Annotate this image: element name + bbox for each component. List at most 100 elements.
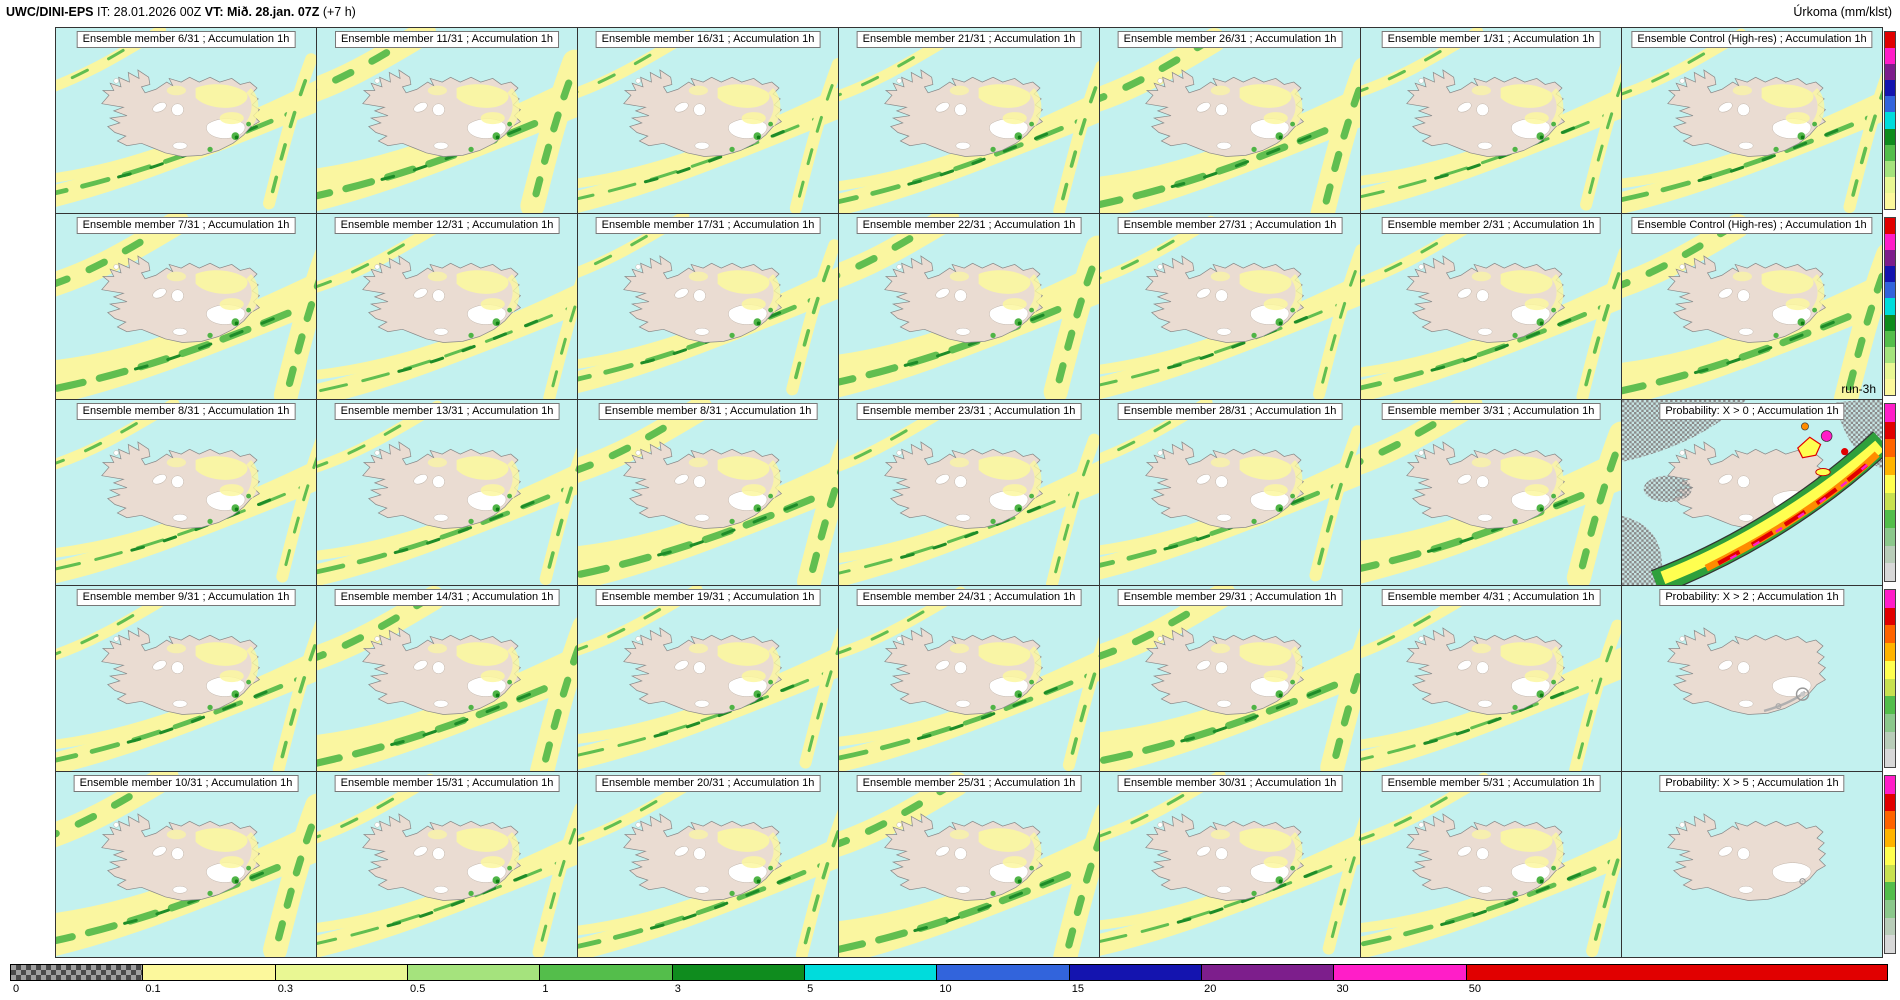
panel-title: Ensemble member 19/31 ; Accumulation 1h [595,589,821,606]
precip-group [1622,214,1882,399]
iceland-map [1100,772,1360,957]
glacier-icecaps [1679,636,1812,708]
legend-tick-label: 10 [939,983,952,995]
panel-title: Ensemble member 7/31 ; Accumulation 1h [76,217,296,234]
panel-title: Ensemble member 11/31 ; Accumulation 1h [335,31,559,48]
iceland-map [839,772,1099,957]
legend-bar: 0 0.1 0.3 0.5 1 3 5 10 15 20 30 50 [10,964,1888,995]
legend-tick-label: 20 [1204,983,1217,995]
precip-land-group [1471,828,1564,896]
ensemble-panel: Ensemble member 24/31 ; Accumulation 1h [839,586,1100,772]
run-info: UWC/DINI-EPS IT: 28.01.2026 00Z VT: Mið.… [6,5,356,19]
legend-segment: 30 [1334,965,1467,995]
precip-land-group [1210,456,1303,524]
iceland-map [839,214,1099,399]
legend-segment: 0.3 [275,965,409,995]
legend-tick-label: 0.5 [410,983,426,995]
panel-title: Ensemble member 9/31 ; Accumulation 1h [76,589,296,606]
precip-group [317,586,577,771]
valid-time: Mið. 28.jan. 07Z [226,5,320,19]
precip-land-group [1471,270,1564,338]
iceland-map [317,214,577,399]
iceland-map [1622,214,1882,399]
panel-title: Ensemble member 28/31 ; Accumulation 1h [1117,403,1343,420]
panel-title: Ensemble member 26/31 ; Accumulation 1h [1117,31,1343,48]
ensemble-panel: Ensemble member 6/31 ; Accumulation 1h [56,28,317,214]
iceland-map [1100,586,1360,771]
precip-group [317,219,577,399]
legend: 0 0.1 0.3 0.5 1 3 5 10 15 20 30 50 [10,964,1888,998]
iceland-map [317,400,577,585]
precip-land-group [1210,828,1303,896]
probability-x2-overlay [1763,687,1810,713]
precip-land-group [166,84,259,152]
panel-title-label: Ensemble member 11/31 ; Accumulation 1h [341,33,553,45]
panel-colorbar [1884,589,1896,768]
precip-land-group [166,456,259,524]
precip-land-group [688,456,781,524]
legend-tick-label: 0.1 [145,983,161,995]
precip-land-group [688,642,781,710]
ensemble-panel: Ensemble member 20/31 ; Accumulation 1h [578,772,839,958]
legend-tick-label: 15 [1071,983,1084,995]
panel-title: Ensemble Control (High-res) ; Accumulati… [1631,31,1873,48]
precip-land-group [427,828,520,896]
precip-group [56,400,316,584]
legend-segment: 50 [1466,965,1888,995]
precip-land-group [427,456,520,524]
ensemble-panel: Ensemble member 4/31 ; Accumulation 1h [1361,586,1622,772]
panel-colorbar [1884,403,1896,582]
iceland-map [1361,400,1621,585]
legend-tick-label: 30 [1336,983,1349,995]
precip-land-group [1732,270,1825,338]
ensemble-panel: Probability: X > 5 ; Accumulation 1h [1622,772,1896,958]
panel-title-label: Ensemble member 19/31 ; Accumulation 1h [601,591,815,603]
iceland-map [1100,400,1360,585]
precip-land-group [427,642,520,710]
precip-group [317,28,577,213]
panel-title: Ensemble member 8/31 ; Accumulation 1h [598,403,818,420]
ensemble-panel: Ensemble Control (High-res) ; Accumulati… [1622,28,1896,214]
iceland-map [1100,28,1360,213]
precip-group [1100,215,1360,399]
ensemble-panel: Ensemble member 25/31 ; Accumulation 1h [839,772,1100,958]
init-time: 28.01.2026 00Z [113,5,202,19]
ensemble-panel: Ensemble member 13/31 ; Accumulation 1h [317,400,578,586]
precip-land-group [949,828,1042,896]
panel-title-label: Ensemble member 13/31 ; Accumulation 1h [340,405,554,417]
panel-title: Ensemble member 8/31 ; Accumulation 1h [76,403,296,420]
panel-title-label: Ensemble member 26/31 ; Accumulation 1h [1123,33,1337,45]
legend-tick-label: 50 [1468,983,1482,995]
panel-title: Probability: X > 2 ; Accumulation 1h [1659,589,1845,606]
probability-x5-overlay [1799,878,1806,885]
ensemble-panel: Ensemble member 5/31 ; Accumulation 1h [1361,772,1622,958]
precip-group [839,405,1099,585]
panel-title: Ensemble member 5/31 ; Accumulation 1h [1381,775,1601,792]
ensemble-panel: Ensemble member 1/31 ; Accumulation 1h [1361,28,1622,214]
panel-title: Ensemble member 20/31 ; Accumulation 1h [595,775,821,792]
iceland-map [578,28,838,213]
precip-land-group [949,642,1042,710]
ensemble-panel: Ensemble member 28/31 ; Accumulation 1h [1100,400,1361,586]
panel-title: Ensemble member 16/31 ; Accumulation 1h [595,31,821,48]
panel-title-label: Probability: X > 5 ; Accumulation 1h [1665,777,1839,789]
precip-land-group [1210,270,1303,338]
run-offset-label: run-3h [1841,382,1876,396]
iceland-map [56,28,316,213]
legend-segment: 0.5 [408,965,541,995]
panel-title-label: Ensemble member 4/31 ; Accumulation 1h [1387,591,1595,603]
probability-x0-overlay [1622,400,1882,585]
iceland-map [1361,28,1621,213]
panel-title-label: Ensemble member 17/31 ; Accumulation 1h [601,219,815,231]
panel-title: Ensemble member 14/31 ; Accumulation 1h [334,589,560,606]
precip-land-group [166,828,259,896]
iceland-map [839,28,1099,213]
panel-title-label: Probability: X > 2 ; Accumulation 1h [1665,591,1839,603]
iceland-map [56,400,316,585]
panel-title-label: Ensemble member 25/31 ; Accumulation 1h [862,777,1076,789]
panel-title: Probability: X > 0 ; Accumulation 1h [1659,403,1845,420]
iceland-map [317,772,577,957]
ensemble-panel: Ensemble member 11/31 ; Accumulation 1h [317,28,578,214]
legend-segment: 15 [1069,965,1203,995]
panel-title: Ensemble member 10/31 ; Accumulation 1h [73,775,299,792]
